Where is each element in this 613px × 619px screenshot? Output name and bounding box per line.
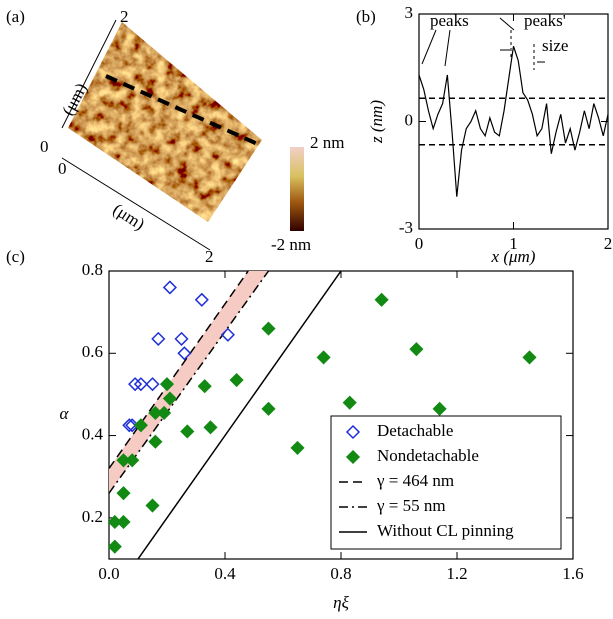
- point: [522, 350, 537, 365]
- y-tick-label: 0: [405, 110, 414, 129]
- point: [261, 401, 276, 416]
- x-tick-label: 1.2: [446, 564, 467, 583]
- x-tick-label: 2: [604, 234, 613, 253]
- point: [148, 434, 163, 449]
- point: [162, 280, 177, 295]
- y-tick-label: 0.6: [82, 342, 103, 361]
- point: [229, 372, 244, 388]
- axis-label: (μm): [110, 200, 149, 234]
- annotation: peaks: [430, 11, 469, 30]
- colorbar-label: -2 nm: [271, 235, 311, 254]
- point: [203, 420, 218, 435]
- legend-label: γ = 464 nm: [376, 471, 454, 490]
- colorbar-label: 2 nm: [310, 133, 344, 152]
- point: [116, 514, 131, 530]
- tick-label: 0: [40, 137, 49, 156]
- point: [133, 377, 148, 392]
- point: [151, 331, 166, 346]
- x-tick-label: 0.0: [98, 564, 119, 583]
- x-axis-label: ηξ: [333, 593, 349, 612]
- point: [261, 321, 276, 336]
- tick-label: 2: [205, 247, 214, 266]
- point: [107, 539, 122, 554]
- point: [342, 395, 357, 410]
- fit-line: [109, 271, 270, 494]
- point: [432, 401, 447, 416]
- y-tick-label: 0.8: [82, 260, 103, 279]
- legend-box: [330, 415, 562, 550]
- x-tick-label: 1.6: [562, 564, 583, 583]
- point: [133, 418, 148, 433]
- y-axis-label: α: [60, 404, 70, 423]
- legend-label: Detachable: [377, 421, 453, 440]
- point: [197, 379, 212, 394]
- point: [159, 377, 175, 392]
- point: [125, 453, 140, 468]
- legend-label: Without CL pinning: [377, 521, 514, 540]
- y-tick-label: 0.2: [82, 507, 103, 526]
- point: [194, 292, 209, 307]
- point: [145, 377, 160, 392]
- panel-label: (c): [6, 247, 25, 266]
- annotation: size: [542, 36, 568, 55]
- tick-label: 2: [120, 7, 129, 26]
- point: [116, 486, 131, 501]
- legend-marker: [345, 424, 361, 440]
- afm-panel: (a) 2 0 0 2 (μm) (μm) 2 nm -2 nm: [6, 7, 344, 266]
- point: [374, 292, 389, 307]
- profile-line: [105, 74, 263, 148]
- y-axis-label: z (nm): [367, 100, 386, 144]
- point: [180, 424, 195, 439]
- colorbar: [290, 147, 304, 231]
- point: [122, 418, 137, 433]
- panel-label: (a): [6, 7, 25, 26]
- annotation-arrows: [421, 17, 545, 70]
- fit-line: [109, 271, 249, 469]
- point: [128, 377, 143, 392]
- point: [316, 350, 331, 365]
- fit-line: [137, 271, 342, 559]
- afm-surface: [68, 22, 262, 222]
- x-tick-label: 0: [415, 234, 424, 253]
- legend-marker: [345, 449, 361, 465]
- legend-label: γ = 55 nm: [376, 496, 446, 515]
- x-tick-label: 0.4: [214, 564, 236, 583]
- tick-label: 0: [58, 159, 67, 178]
- annotation: peaks': [524, 11, 566, 30]
- y-tick-label: 3: [405, 3, 414, 22]
- x-tick-label: 0.8: [330, 564, 351, 583]
- axis: [61, 19, 117, 129]
- point: [162, 391, 177, 406]
- point: [157, 405, 172, 421]
- x-axis-label: x (μm): [491, 247, 536, 266]
- y-tick-label: -3: [399, 218, 413, 237]
- point: [290, 440, 305, 455]
- legend-label: Nondetachable: [377, 446, 479, 465]
- point: [220, 327, 235, 342]
- profile-line: [419, 46, 608, 197]
- axis: [61, 157, 211, 251]
- point: [174, 331, 189, 346]
- panel-label: (b): [356, 7, 376, 26]
- point: [145, 498, 160, 513]
- x-tick-label: 1: [509, 234, 518, 253]
- y-tick-label: 0.4: [82, 424, 104, 443]
- point: [409, 342, 424, 357]
- point: [177, 346, 192, 361]
